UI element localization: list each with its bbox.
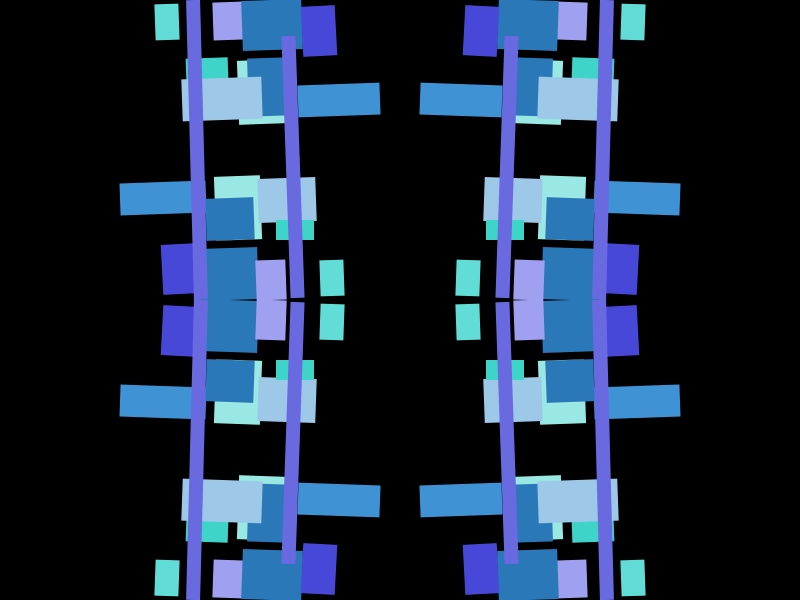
block-indigo [160, 305, 200, 357]
vertical-rail [592, 299, 614, 600]
block-steel [205, 197, 255, 241]
block-aqua [455, 259, 481, 297]
vertical-rail [495, 301, 519, 565]
block-sky [483, 377, 543, 423]
vertical-rail [281, 35, 305, 299]
block-bar [297, 82, 381, 118]
block-aqua [620, 559, 646, 597]
vertical-rail [495, 35, 519, 299]
block-indigo [300, 5, 338, 57]
block-steel [545, 359, 595, 403]
block-steel [541, 299, 601, 353]
quadrant-bottom-right [419, 299, 681, 600]
block-sky [483, 177, 543, 223]
block-aqua [620, 3, 646, 41]
block-aqua [319, 259, 345, 297]
quadrant-top-right [419, 0, 681, 301]
block-bar [119, 180, 207, 216]
vertical-rail [186, 299, 208, 600]
block-steel [541, 247, 601, 301]
block-lavender [212, 1, 246, 41]
block-aqua [319, 303, 345, 341]
block-bar [419, 482, 503, 518]
block-aqua [455, 303, 481, 341]
block-steel [199, 247, 259, 301]
block-aqua [154, 3, 180, 41]
block-lavender [554, 559, 588, 599]
block-aqua [154, 559, 180, 597]
block-indigo [600, 305, 640, 357]
block-bar [593, 384, 681, 420]
block-indigo [462, 5, 500, 57]
block-steel [205, 359, 255, 403]
block-lavender [554, 1, 588, 41]
block-bar [419, 82, 503, 118]
block-lavender [255, 259, 287, 301]
vertical-rail [592, 0, 614, 301]
block-indigo [462, 543, 500, 595]
quadrant-top-left [119, 0, 381, 301]
block-indigo [160, 243, 200, 295]
block-indigo [600, 243, 640, 295]
quadrant-bottom-left [119, 299, 381, 600]
block-lavender [513, 259, 545, 301]
block-bar [297, 482, 381, 518]
block-steel [545, 197, 595, 241]
block-sky [257, 177, 317, 223]
block-lavender [212, 559, 246, 599]
vertical-rail [186, 0, 208, 301]
block-bar [593, 180, 681, 216]
block-lavender [255, 299, 287, 341]
vertical-rail [281, 301, 305, 565]
block-sky [257, 377, 317, 423]
block-lavender [513, 299, 545, 341]
block-steel [199, 299, 259, 353]
mirrored-quadrants [119, 0, 681, 600]
block-bar [119, 384, 207, 420]
block-indigo [300, 543, 338, 595]
